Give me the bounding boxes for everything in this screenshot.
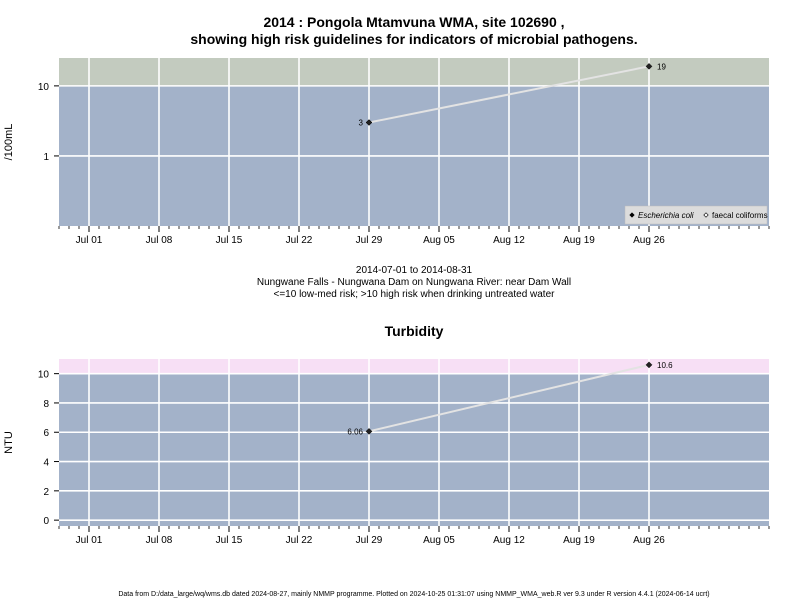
microbial-chart: Jul 01 Jul 08 Jul 15 Jul 22 Jul 29 Aug 05 Aug … (3, 58, 770, 246)
legend-entry: faecal coliforms (712, 211, 768, 220)
data-label: 10.6 (657, 361, 673, 370)
caption-site: Nungwane Falls - Nungwana Dam on Nungwan… (257, 277, 571, 288)
x-tick-label: Jul 01 (76, 235, 103, 246)
data-point (365, 428, 373, 435)
y-tick-label: 1 (43, 152, 49, 163)
plot-background (59, 359, 769, 526)
x-tick-label: Jul 15 (216, 535, 243, 546)
x-tick-label: Aug 12 (493, 535, 525, 546)
data-point (645, 62, 653, 70)
x-tick-label: Jul 01 (76, 535, 103, 546)
x-tick-label: Aug 19 (563, 235, 595, 246)
series-line (368, 65, 650, 124)
guideline-band (59, 359, 769, 374)
x-tick-label: Aug 26 (633, 535, 665, 546)
legend-marker-filled-diamond (629, 212, 635, 218)
x-tick-label: Jul 15 (216, 235, 243, 246)
y-tick-label: 2 (43, 487, 49, 498)
footer-note: Data from D:/data_large/wq/wms.db dated … (118, 591, 709, 598)
chart-title: 2014 : Pongola Mtamvuna WMA, site 102690… (263, 14, 564, 30)
legend-entry: Escherichia coli (638, 211, 694, 220)
x-tick-label: Jul 29 (356, 535, 383, 546)
legend-marker-open-diamond (703, 212, 709, 218)
x-tick-label: Aug 05 (423, 535, 455, 546)
x-tick-label: Aug 12 (493, 235, 525, 246)
y-tick-label: 4 (43, 458, 49, 469)
turbidity-chart: Jul 01 Jul 08 Jul 15 Jul 22 Jul 29 Aug 05 Aug … (3, 359, 770, 546)
x-tick-label: Jul 22 (286, 535, 313, 546)
y-tick-label: 10 (38, 370, 50, 381)
guideline-band (59, 58, 769, 86)
data-label: 6.06 (347, 427, 363, 436)
data-label: 19 (657, 62, 666, 71)
y-tick-label: 6 (43, 428, 49, 439)
x-tick-label: Aug 19 (563, 535, 595, 546)
data-label: 3 (359, 119, 364, 128)
y-tick-label: 10 (38, 82, 50, 93)
y-axis-label: /100mL (3, 124, 15, 161)
y-axis-label: NTU (3, 431, 15, 454)
series-line (368, 363, 650, 433)
legend-box (624, 205, 768, 225)
y-tick-label: 0 (43, 516, 49, 527)
x-tick-label: Aug 05 (423, 235, 455, 246)
chart-subtitle: showing high risk guidelines for indicat… (190, 31, 637, 47)
data-point (645, 361, 653, 369)
x-tick-label: Jul 22 (286, 235, 313, 246)
caption-date-range: 2014-07-01 to 2014-08-31 (356, 265, 473, 276)
x-tick-label: Jul 08 (146, 535, 173, 546)
x-tick-label: Jul 08 (146, 235, 173, 246)
y-tick-label: 8 (43, 399, 49, 410)
caption-risk-note: <=10 low-med risk; >10 high risk when dr… (274, 289, 556, 300)
x-tick-label: Aug 26 (633, 235, 665, 246)
x-tick-label: Jul 29 (356, 235, 383, 246)
data-point (365, 119, 373, 126)
turbidity-title: Turbidity (385, 323, 444, 339)
